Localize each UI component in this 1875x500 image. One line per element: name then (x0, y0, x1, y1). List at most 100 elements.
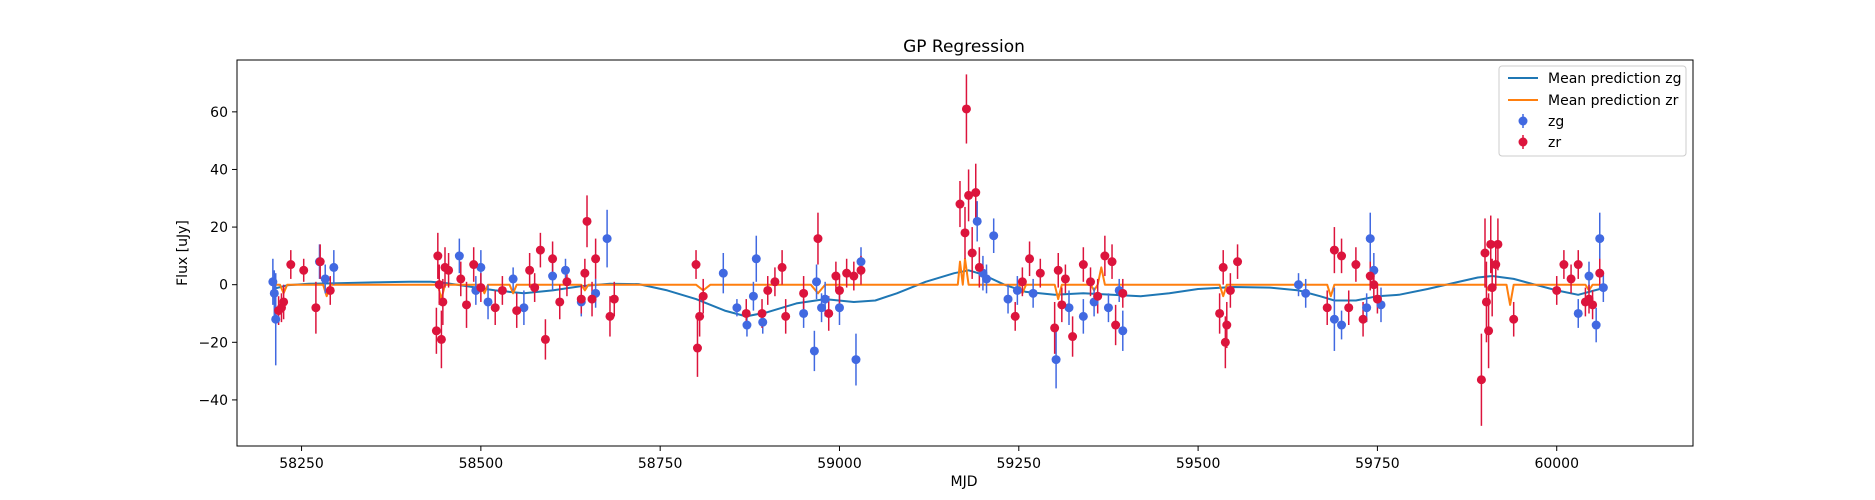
zr-point (1337, 251, 1347, 261)
zr-point (540, 334, 550, 344)
zr-point (1480, 248, 1490, 258)
zg-point (271, 314, 281, 324)
zg-point (817, 303, 827, 313)
zr-point (1358, 314, 1368, 324)
zr-point (580, 268, 590, 278)
zr-point (286, 260, 296, 270)
zr-point (1552, 285, 1562, 295)
y-tick-label: 40 (210, 162, 228, 178)
zr-point (1595, 268, 1605, 278)
zg-point (1337, 320, 1347, 330)
zr-point (1220, 337, 1230, 347)
zr-point (1484, 326, 1494, 336)
zg-point (851, 355, 861, 365)
zr-point (436, 334, 446, 344)
y-tick-label: −20 (198, 335, 228, 351)
x-tick-label: 59000 (817, 456, 862, 472)
zr-point (1509, 314, 1519, 324)
zr-point (1573, 260, 1583, 270)
zg-point (1595, 234, 1605, 244)
zr-point (325, 285, 335, 295)
zr-point (1111, 320, 1121, 330)
zg-point (972, 216, 982, 226)
zr-point (1372, 294, 1382, 304)
zr-point (591, 254, 601, 264)
zr-point (799, 288, 809, 298)
zg-point (1591, 320, 1601, 330)
zr-point (695, 311, 705, 321)
zr-point (831, 271, 841, 281)
zr-point (1566, 274, 1576, 284)
zr-point (438, 297, 448, 307)
zg-point (982, 274, 992, 284)
zg-point (454, 251, 464, 261)
zr-point (1559, 260, 1569, 270)
zr-point (434, 280, 444, 290)
zr-point (1093, 291, 1103, 301)
zg-point (1362, 303, 1372, 313)
mean-prediction-zr-line (272, 257, 1600, 306)
zr-point (741, 308, 751, 318)
zr-point (1035, 268, 1045, 278)
zr-point (967, 248, 977, 258)
zr-point (1322, 303, 1332, 313)
zg-point (483, 297, 493, 307)
zg-point (1051, 355, 1061, 365)
zr-point (299, 265, 309, 275)
zg-point (1301, 288, 1311, 298)
zr-point (849, 271, 859, 281)
zr-point (1107, 257, 1117, 267)
zr-point (770, 277, 780, 287)
zr-point (555, 297, 565, 307)
zg-point (508, 274, 518, 284)
zg-point (718, 268, 728, 278)
zr-point (1493, 239, 1503, 249)
zr-point (1057, 300, 1067, 310)
zr-point (609, 294, 619, 304)
zr-point (562, 277, 572, 287)
zr-point (1010, 311, 1020, 321)
legend-label-zg-points: zg (1548, 114, 1564, 130)
zr-point (757, 308, 767, 318)
zg-point (1329, 314, 1339, 324)
x-tick-label: 60000 (1534, 456, 1579, 472)
zr-point (763, 285, 773, 295)
legend-label-zr-points: zr (1548, 135, 1561, 151)
zr-point (1588, 300, 1598, 310)
zr-point (692, 343, 702, 353)
x-tick-label: 59500 (1176, 456, 1221, 472)
zr-point (433, 251, 443, 261)
zr-point (971, 188, 981, 198)
zg-point (856, 257, 866, 267)
zr-point (1050, 323, 1060, 333)
zg-point (748, 291, 758, 301)
zg-point (329, 262, 339, 272)
zg-point (751, 254, 761, 264)
zg-point (1078, 311, 1088, 321)
chart-title: GP Regression (903, 37, 1025, 57)
zg-point (809, 346, 819, 356)
zr-point (964, 190, 974, 200)
zg-point (1103, 303, 1113, 313)
zr-point (1078, 260, 1088, 270)
zg-point (799, 308, 809, 318)
zr-point (813, 234, 823, 244)
legend-swatch-zg-point (1518, 116, 1528, 126)
zg-point (758, 317, 768, 327)
zr-point (490, 303, 500, 313)
zr-point (512, 306, 522, 316)
zr-point (1068, 332, 1078, 342)
zr-point (582, 216, 592, 226)
y-tick-label: −40 (198, 393, 228, 409)
zr-point (525, 265, 535, 275)
zr-point (955, 199, 965, 209)
zg-point (1365, 234, 1375, 244)
zg-point (742, 320, 752, 330)
x-tick-label: 58250 (279, 456, 324, 472)
zg-point (1294, 280, 1304, 290)
zr-point (1351, 260, 1361, 270)
zr-point (1025, 254, 1035, 264)
zr-point (462, 300, 472, 310)
mean-prediction-lines (272, 257, 1601, 318)
y-axis-ticks: −40 −20 0 20 40 60 (198, 105, 237, 409)
